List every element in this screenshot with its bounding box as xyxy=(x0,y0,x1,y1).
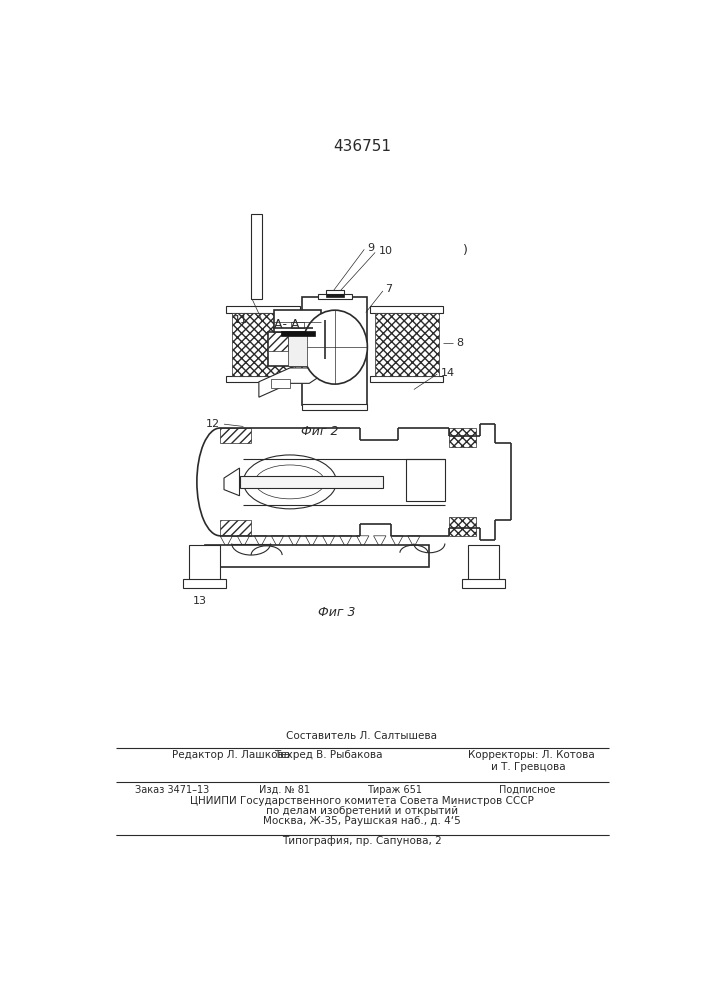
Polygon shape xyxy=(391,536,403,547)
Text: Заказ 3471–13: Заказ 3471–13 xyxy=(135,785,209,795)
Text: 12: 12 xyxy=(206,419,220,429)
Bar xyxy=(288,334,307,366)
Polygon shape xyxy=(339,536,352,547)
Bar xyxy=(303,404,368,410)
Bar xyxy=(406,459,445,501)
Text: Изд. № 81: Изд. № 81 xyxy=(259,785,310,795)
Text: 10: 10 xyxy=(379,246,393,256)
Bar xyxy=(268,332,288,351)
Bar xyxy=(189,545,220,582)
Text: 13: 13 xyxy=(193,596,207,606)
Text: Техред В. Рыбакова: Техред В. Рыбакова xyxy=(274,750,383,760)
Bar xyxy=(251,214,262,299)
Bar xyxy=(449,517,476,536)
Text: 9: 9 xyxy=(368,243,375,253)
Text: Корректоры: Л. Котова: Корректоры: Л. Котова xyxy=(468,750,595,760)
Polygon shape xyxy=(408,536,420,547)
Text: 8: 8 xyxy=(457,338,464,348)
Text: Фиг 3: Фиг 3 xyxy=(317,606,355,619)
Polygon shape xyxy=(288,536,300,547)
Bar xyxy=(240,476,383,488)
Text: Редактор Л. Лашкова: Редактор Л. Лашкова xyxy=(172,750,290,760)
Text: А- А: А- А xyxy=(274,318,300,331)
Text: 7: 7 xyxy=(385,284,392,294)
Text: Подписное: Подписное xyxy=(499,785,556,795)
Text: Москва, Ж-35, Раушская наб., д. 4‘5: Москва, Ж-35, Раушская наб., д. 4‘5 xyxy=(263,816,461,826)
Text: Составитель Л. Салтышева: Составитель Л. Салтышева xyxy=(286,731,438,741)
Polygon shape xyxy=(373,536,386,547)
Polygon shape xyxy=(271,536,284,547)
Polygon shape xyxy=(220,536,233,547)
Polygon shape xyxy=(305,536,317,547)
Bar xyxy=(375,312,438,376)
Bar xyxy=(462,579,506,588)
Bar xyxy=(183,579,226,588)
Bar xyxy=(468,545,499,582)
Bar xyxy=(274,310,321,332)
Bar xyxy=(370,376,443,382)
Bar xyxy=(303,297,368,405)
Bar xyxy=(317,294,352,299)
Text: Тираж 651: Тираж 651 xyxy=(368,785,422,795)
Polygon shape xyxy=(259,368,321,397)
Bar xyxy=(449,428,476,447)
Bar xyxy=(370,306,443,312)
Bar xyxy=(271,379,290,388)
Bar xyxy=(204,545,429,567)
Text: 11: 11 xyxy=(234,315,248,325)
Text: по делам изобретений и открытий: по делам изобретений и открытий xyxy=(266,806,458,816)
Polygon shape xyxy=(224,468,240,496)
Polygon shape xyxy=(356,536,369,547)
Text: ): ) xyxy=(462,244,467,257)
Bar xyxy=(226,306,300,312)
Bar xyxy=(325,294,344,297)
Text: 436751: 436751 xyxy=(333,139,391,154)
Bar xyxy=(281,331,315,336)
Text: и Т. Гревцова: и Т. Гревцова xyxy=(491,762,566,772)
Bar xyxy=(325,290,344,294)
Bar xyxy=(220,520,251,536)
Bar xyxy=(406,459,445,501)
Polygon shape xyxy=(322,536,335,547)
Bar xyxy=(220,428,251,443)
Bar xyxy=(291,322,304,328)
Bar xyxy=(307,332,327,351)
Ellipse shape xyxy=(303,310,368,384)
Text: Типография, пр. Сапунова, 2: Типография, пр. Сапунова, 2 xyxy=(282,836,442,846)
Polygon shape xyxy=(237,536,250,547)
Text: Фиг 2: Фиг 2 xyxy=(300,425,338,438)
Text: ЦНИИПИ Государственного комитета Совета Министров СССР: ЦНИИПИ Государственного комитета Совета … xyxy=(190,796,534,806)
Bar xyxy=(226,376,300,382)
Polygon shape xyxy=(255,536,267,547)
Bar xyxy=(232,312,296,376)
Bar xyxy=(268,332,327,366)
Text: 14: 14 xyxy=(441,368,455,378)
